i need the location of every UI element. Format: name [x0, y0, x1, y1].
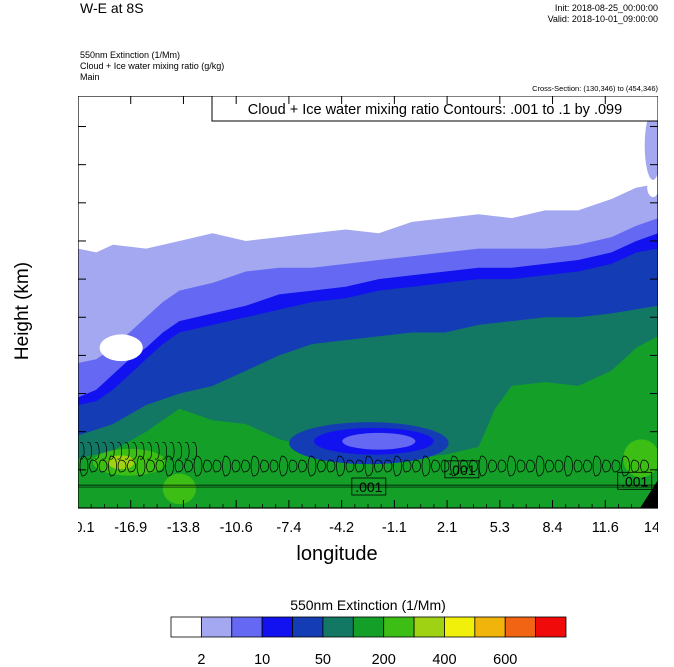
contour-labels: .001 .001 .001	[351, 460, 653, 496]
init-valid-times: Init: 2018-08-25_00:00:00 Valid: 2018-10…	[548, 3, 658, 25]
x-tick-label: -7.4	[276, 520, 301, 536]
x-tick-label: 14.8	[644, 520, 658, 536]
contour-line	[79, 442, 197, 460]
x-axis: -20.1 -16.9 -13.8 -10.6 -7.4 -4.2 -1.1 2.1 5.3 8.…	[78, 96, 658, 536]
extinction-region	[99, 334, 143, 362]
x-axis-label: longitude	[296, 543, 378, 565]
colorbar-label: 200	[372, 652, 396, 667]
x-tick-label: 2.1	[437, 520, 457, 536]
x-tick-label: -16.9	[114, 520, 147, 536]
init-time: Init: 2018-08-25_00:00:00	[554, 3, 658, 13]
colorbar-swatch	[200, 616, 233, 638]
colorbar-label: 2	[197, 652, 205, 667]
field-descriptions: 550nm Extinction (1/Mm) Cloud + Ice wate…	[80, 50, 224, 83]
x-tick-label: -10.6	[220, 520, 253, 536]
extinction-region	[413, 343, 461, 413]
x-tick-label: -4.2	[329, 520, 354, 536]
colorbar-label: 600	[493, 652, 517, 667]
extinction-region	[342, 432, 416, 450]
colorbar-swatch	[413, 616, 445, 638]
colorbar-swatch	[322, 616, 354, 638]
contour-lines	[78, 442, 658, 488]
chart-title: W-E at 8S	[80, 0, 144, 16]
colorbar-label: 10	[254, 652, 270, 667]
x-tick-label: -13.8	[167, 520, 200, 536]
contour-label-box	[351, 477, 387, 496]
contour-title-box: Cloud + Ice water mixing ratio Contours:…	[211, 96, 658, 122]
contour-title: Cloud + Ice water mixing ratio Contours:…	[248, 102, 622, 118]
colorbar-swatch	[504, 616, 537, 638]
colorbar-swatch	[231, 616, 263, 638]
colorbar-swatch	[170, 616, 202, 638]
colorbar-label: 400	[432, 652, 456, 667]
contour-label-box	[444, 460, 480, 479]
contour-label: .001	[448, 462, 475, 478]
colorbar-swatch	[352, 616, 385, 638]
extinction-region	[644, 111, 658, 180]
x-tick-label: 8.4	[542, 520, 562, 536]
field-extinction: 550nm Extinction (1/Mm)	[80, 50, 181, 60]
field-mixing-ratio: Cloud + Ice water mixing ratio (g/kg)	[80, 61, 225, 71]
colorbar-label: 50	[315, 652, 331, 667]
y-axis: 0.01.02.03.04.05.06.07.08.09.010.0	[78, 126, 658, 509]
colorbar-title: 550nm Extinction (1/Mm)	[290, 597, 446, 613]
x-tick-label: 11.6	[592, 520, 619, 536]
contour-label: .001	[621, 473, 648, 489]
layer-green	[78, 336, 658, 508]
colorbar-swatch	[261, 616, 293, 638]
y-axis-label: Height (km)	[12, 261, 33, 361]
plot-area	[78, 96, 658, 508]
extinction-region	[162, 473, 196, 505]
cross-section-plot: Cloud + Ice water mixing ratio Contours:…	[78, 96, 658, 536]
colorbar-swatch	[535, 616, 567, 638]
contour-label: .001	[355, 479, 382, 495]
colorbar-swatch	[383, 616, 415, 638]
field-main: Main	[80, 72, 100, 82]
extinction-region	[107, 455, 135, 470]
contour-label-box	[617, 471, 653, 490]
colorbar-swatch	[474, 616, 506, 638]
cross-section-label: Cross-Section: (130,346) to (454,346)	[532, 84, 658, 93]
contour-line	[79, 455, 649, 477]
valid-time: Valid: 2018-10-01_09:00:00	[547, 14, 658, 24]
x-tick-label: -20.1	[78, 520, 95, 536]
x-tick-label: 5.3	[490, 520, 510, 536]
colorbar: 2 10 50 200 400 600	[170, 616, 567, 667]
colorbar-swatch	[444, 616, 476, 638]
colorbar-swatch	[292, 616, 324, 638]
extinction-region	[647, 178, 658, 198]
extinction-region	[623, 439, 658, 478]
x-tick-label: -1.1	[382, 520, 407, 536]
